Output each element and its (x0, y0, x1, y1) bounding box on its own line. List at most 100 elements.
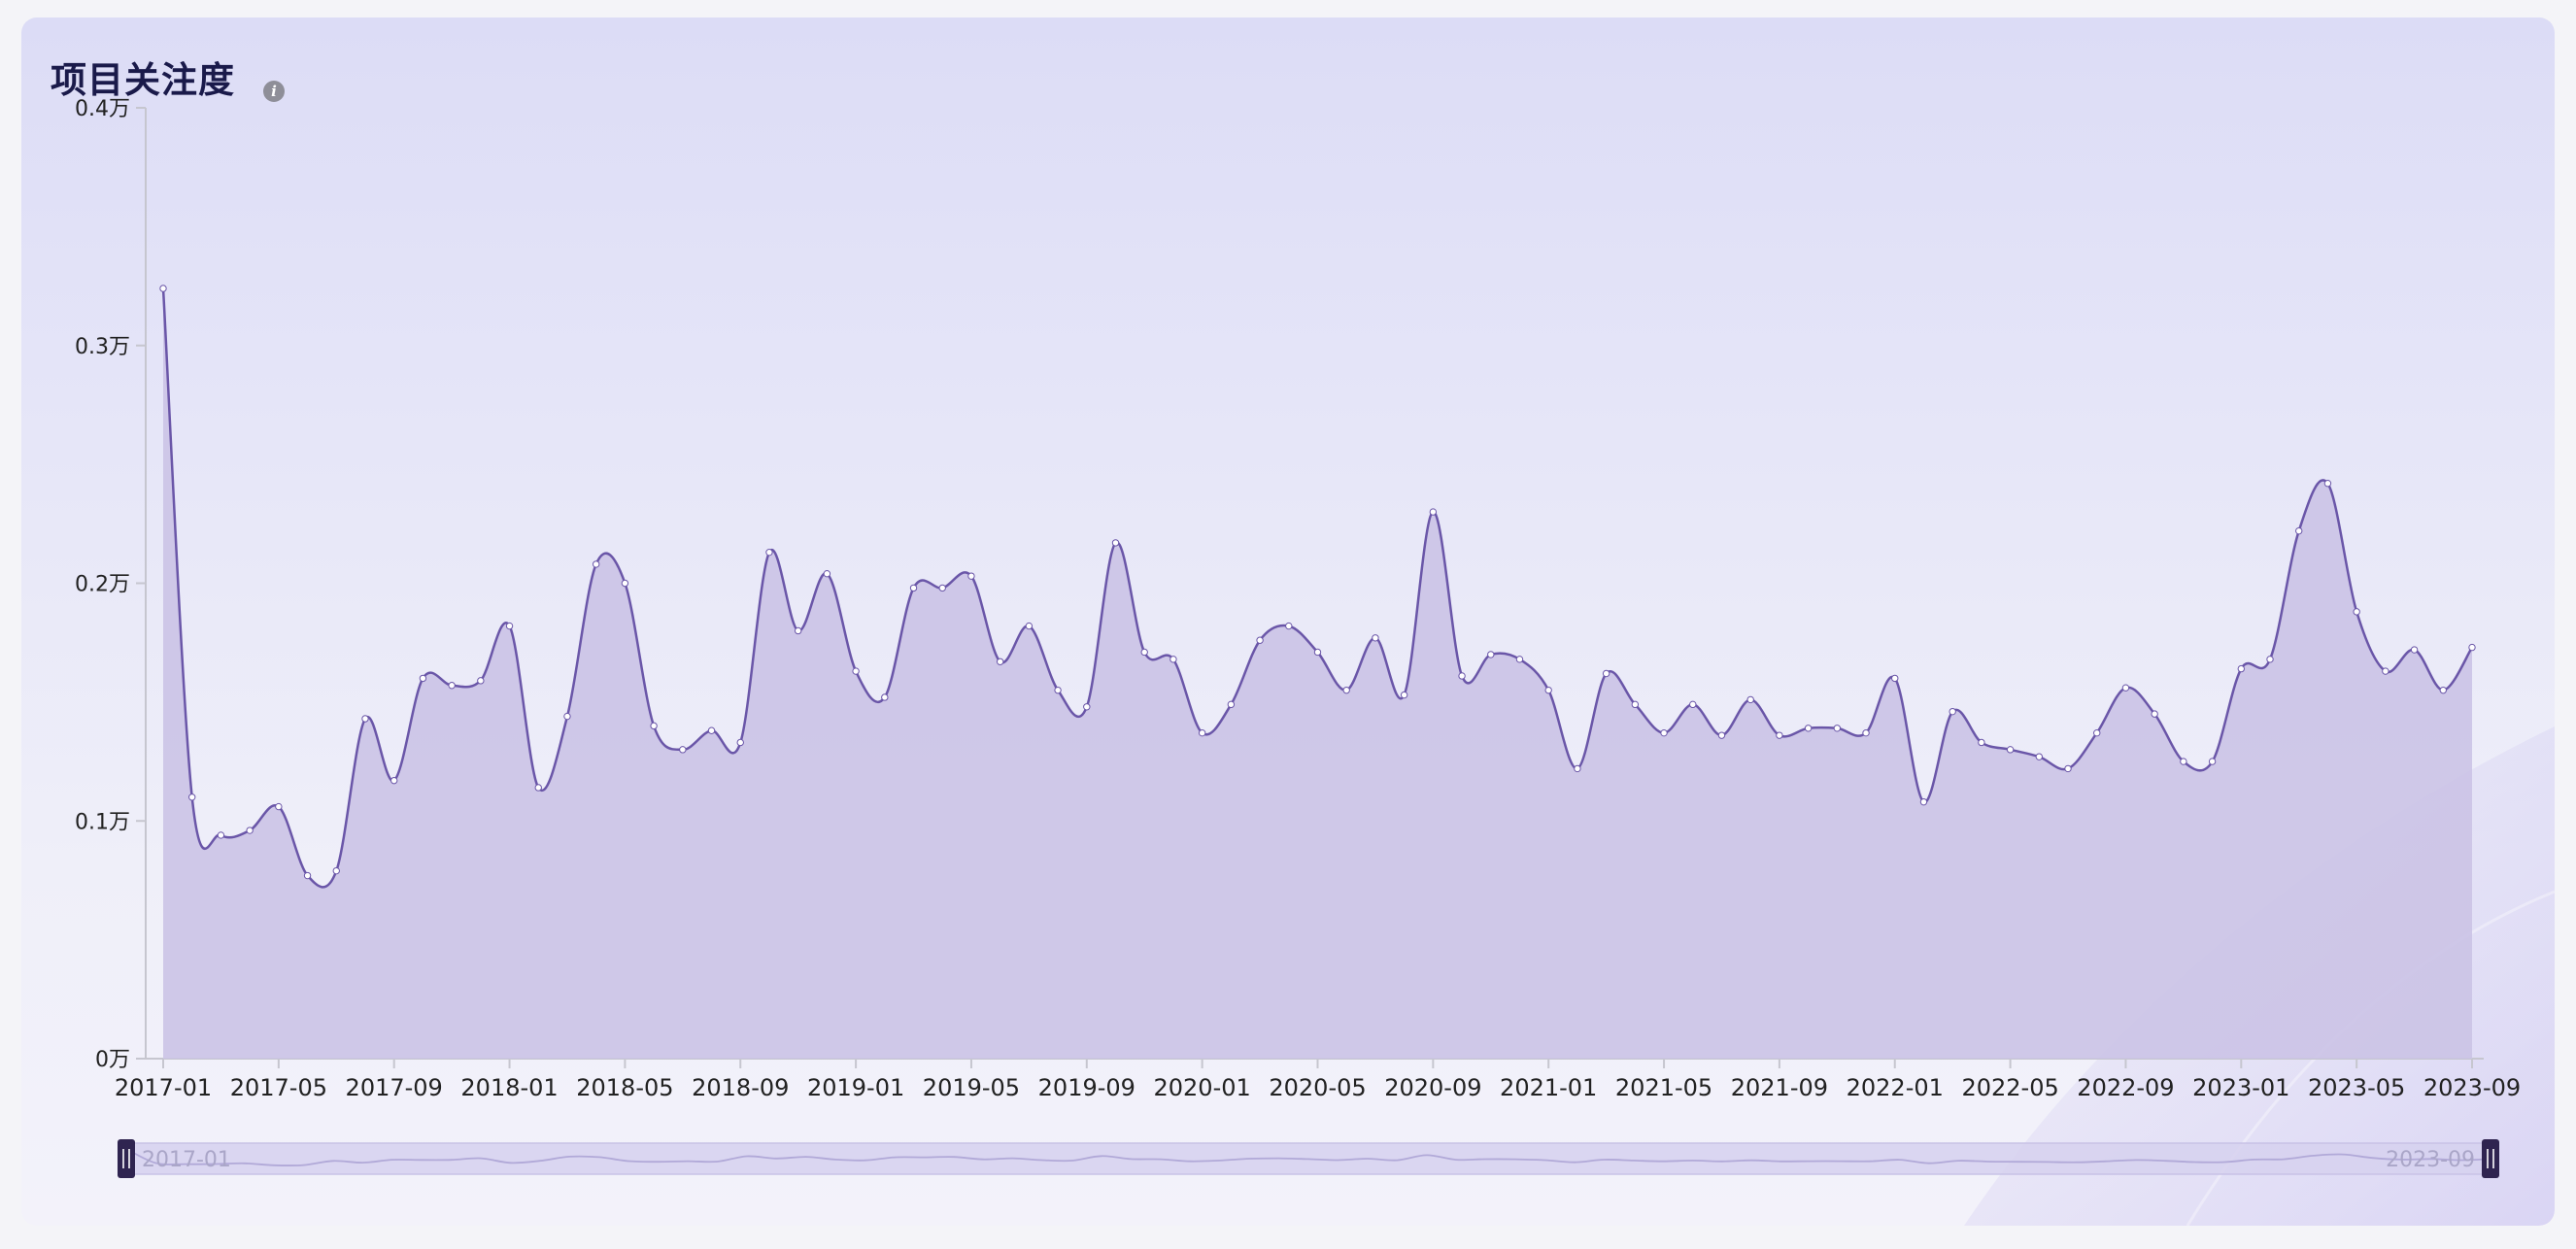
data-point[interactable] (967, 572, 975, 580)
data-point[interactable] (1631, 700, 1640, 709)
data-point[interactable] (2121, 684, 2130, 692)
data-point[interactable] (2006, 746, 2015, 754)
data-zoom[interactable]: 2017-01 2023-09 (118, 1139, 2499, 1178)
data-point[interactable] (736, 738, 744, 747)
data-point[interactable] (2353, 608, 2360, 616)
data-point[interactable] (794, 626, 802, 635)
x-tick-label: 2017-01 (115, 1074, 212, 1101)
x-tick-label: 2019-01 (807, 1074, 904, 1101)
data-point[interactable] (592, 560, 600, 568)
data-point[interactable] (1140, 648, 1148, 657)
data-point[interactable] (2323, 480, 2332, 488)
data-point[interactable] (2439, 686, 2447, 694)
data-point[interactable] (1746, 695, 1754, 704)
data-point[interactable] (938, 584, 946, 592)
data-point[interactable] (679, 746, 687, 754)
x-tick-label: 2021-09 (1731, 1074, 1828, 1101)
data-point[interactable] (1111, 539, 1120, 547)
data-point[interactable] (563, 712, 571, 721)
data-point[interactable] (2295, 526, 2303, 535)
data-point[interactable] (1198, 728, 1206, 737)
data-point[interactable] (1429, 508, 1438, 516)
data-point[interactable] (188, 793, 196, 801)
data-point[interactable] (2410, 646, 2419, 654)
data-point[interactable] (159, 285, 167, 292)
data-point[interactable] (1544, 686, 1552, 694)
x-tick-label: 2017-09 (346, 1074, 443, 1101)
x-tick-label: 2018-01 (460, 1074, 558, 1101)
data-point[interactable] (1083, 703, 1091, 711)
data-point[interactable] (1342, 686, 1350, 694)
data-point[interactable] (275, 802, 283, 811)
info-icon[interactable]: i (263, 81, 285, 102)
data-point[interactable] (1862, 728, 1870, 737)
x-tick-label: 2023-05 (2308, 1074, 2405, 1101)
x-tick-label: 2023-09 (2423, 1074, 2521, 1101)
x-tick-label: 2020-05 (1269, 1074, 1366, 1101)
data-point[interactable] (707, 726, 716, 734)
data-point[interactable] (1515, 656, 1524, 663)
data-point[interactable] (2064, 764, 2072, 773)
data-point[interactable] (1169, 656, 1177, 663)
chart-card: 项目关注度 i 0万 0.1万 0.2万 0.3万 0.4万 2017-01 2017-05… (21, 17, 2555, 1226)
data-point[interactable] (534, 784, 542, 792)
data-point[interactable] (996, 658, 1004, 665)
data-point[interactable] (765, 548, 773, 557)
data-point[interactable] (390, 776, 398, 785)
data-point[interactable] (1487, 651, 1495, 658)
data-point[interactable] (1660, 728, 1668, 737)
data-point[interactable] (477, 677, 485, 685)
data-point[interactable] (1602, 669, 1610, 678)
data-point[interactable] (361, 715, 369, 723)
x-tick-label: 2018-09 (692, 1074, 789, 1101)
y-tick-label: 0.4万 (75, 97, 130, 121)
data-point[interactable] (1949, 707, 1956, 716)
data-point[interactable] (2151, 710, 2158, 718)
data-point[interactable] (2208, 758, 2217, 765)
data-point[interactable] (909, 584, 918, 592)
data-point[interactable] (2237, 664, 2246, 673)
data-point[interactable] (823, 570, 831, 578)
data-point[interactable] (1372, 634, 1379, 642)
data-point[interactable] (246, 827, 254, 834)
data-point[interactable] (2035, 753, 2044, 760)
data-point[interactable] (1978, 738, 1985, 747)
data-point[interactable] (1574, 764, 1581, 773)
data-point[interactable] (881, 693, 889, 701)
x-tick-label: 2019-05 (923, 1074, 1020, 1101)
data-point[interactable] (419, 674, 427, 683)
data-point[interactable] (1717, 731, 1726, 739)
zoom-handle-start[interactable] (118, 1139, 135, 1178)
y-tick-label: 0.2万 (75, 573, 130, 597)
data-point[interactable] (650, 722, 658, 730)
data-point[interactable] (2180, 758, 2187, 765)
data-point[interactable] (505, 622, 514, 630)
data-point[interactable] (332, 866, 340, 875)
x-tick-label: 2018-05 (576, 1074, 673, 1101)
data-point[interactable] (1919, 797, 1928, 806)
data-point[interactable] (217, 831, 225, 839)
zoom-handle-end[interactable] (2482, 1139, 2499, 1178)
data-point[interactable] (303, 871, 312, 880)
data-point[interactable] (448, 682, 456, 690)
data-point[interactable] (1891, 674, 1899, 683)
data-point[interactable] (1458, 672, 1466, 680)
data-point[interactable] (1256, 636, 1264, 644)
data-point[interactable] (2382, 667, 2390, 675)
data-point[interactable] (1776, 731, 1783, 739)
data-point[interactable] (852, 667, 860, 675)
data-point[interactable] (1804, 725, 1813, 732)
data-point[interactable] (621, 579, 629, 588)
data-point[interactable] (1833, 725, 1842, 732)
data-point[interactable] (1400, 691, 1408, 699)
data-point[interactable] (1313, 648, 1322, 657)
data-point[interactable] (1689, 700, 1697, 709)
data-point[interactable] (2093, 728, 2101, 737)
data-point[interactable] (1025, 622, 1034, 630)
data-point[interactable] (2266, 656, 2274, 663)
data-point[interactable] (1054, 686, 1062, 694)
series-area (163, 288, 2472, 1059)
data-point[interactable] (1285, 622, 1293, 630)
data-point[interactable] (2468, 643, 2476, 652)
data-point[interactable] (1227, 700, 1236, 709)
